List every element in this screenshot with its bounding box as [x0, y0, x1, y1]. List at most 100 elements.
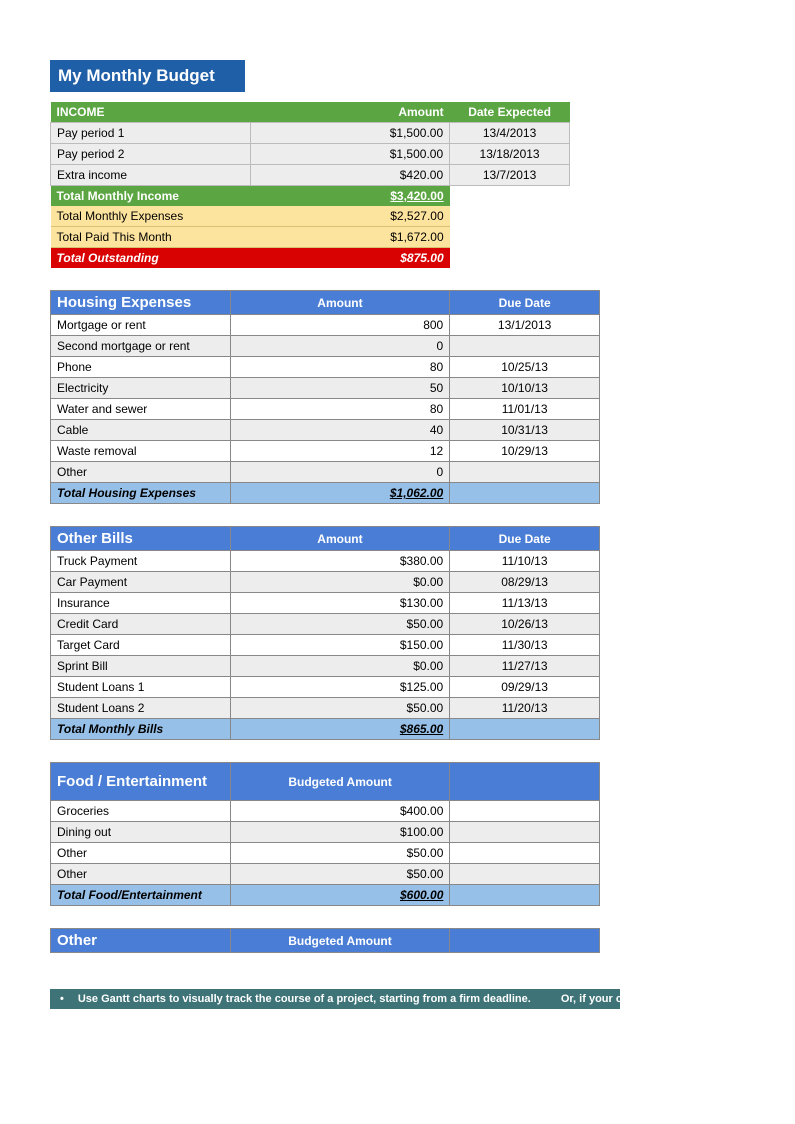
cell-amount: $1,672.00 — [250, 227, 450, 248]
cell-label: Target Card — [51, 635, 231, 656]
income-header-date: Date Expected — [450, 102, 570, 123]
table-row: Other0 — [51, 462, 600, 483]
cell-date: 13/4/2013 — [450, 123, 570, 144]
table-row: Waste removal1210/29/13 — [51, 441, 600, 462]
cell-label: Student Loans 1 — [51, 677, 231, 698]
income-row: Pay period 2 $1,500.00 13/18/2013 — [51, 144, 570, 165]
tip-left: •Use Gantt charts to visually track the … — [60, 993, 531, 1005]
cell-date: 11/13/13 — [450, 593, 600, 614]
cell-amount: $1,062.00 — [230, 483, 450, 504]
table-row: Truck Payment$380.0011/10/13 — [51, 551, 600, 572]
cell-date: 13/7/2013 — [450, 165, 570, 186]
cell-label: Pay period 2 — [51, 144, 251, 165]
cell-label: Dining out — [51, 822, 231, 843]
header-date: Due Date — [450, 527, 600, 551]
cell-label: Phone — [51, 357, 231, 378]
table-row: Cable4010/31/13 — [51, 420, 600, 441]
cell-amount: $0.00 — [230, 656, 450, 677]
cell-date — [450, 801, 600, 822]
table-row: Target Card$150.0011/30/13 — [51, 635, 600, 656]
cell-amount: $100.00 — [230, 822, 450, 843]
cell-amount: $50.00 — [230, 698, 450, 719]
cell-amount: $3,420.00 — [250, 186, 450, 207]
cell-date: 11/20/13 — [450, 698, 600, 719]
table-row: Groceries$400.00 — [51, 801, 600, 822]
header-date: Due Date — [450, 291, 600, 315]
table-row: Mortgage or rent80013/1/2013 — [51, 315, 600, 336]
cell-label: Water and sewer — [51, 399, 231, 420]
income-header-label: INCOME — [51, 102, 251, 123]
table-row: Insurance$130.0011/13/13 — [51, 593, 600, 614]
table-row: Phone8010/25/13 — [51, 357, 600, 378]
cell-amount: $150.00 — [230, 635, 450, 656]
section-title: Food / Entertainment — [51, 763, 231, 801]
income-table: INCOME Amount Date Expected Pay period 1… — [50, 102, 570, 268]
cell-label: Other — [51, 462, 231, 483]
outstanding-row: Total Outstanding $875.00 — [51, 248, 570, 269]
food-body: Groceries$400.00Dining out$100.00Other$5… — [51, 801, 600, 885]
cell-date: 13/1/2013 — [450, 315, 600, 336]
section-title: Other — [51, 929, 231, 953]
bills-total-row: Total Monthly Bills $865.00 — [51, 719, 600, 740]
housing-body: Mortgage or rent80013/1/2013Second mortg… — [51, 315, 600, 483]
cell-amount: 80 — [230, 357, 450, 378]
cell-date: 08/29/13 — [450, 572, 600, 593]
cell-date: 11/27/13 — [450, 656, 600, 677]
table-row: Second mortgage or rent0 — [51, 336, 600, 357]
cell-date: 09/29/13 — [450, 677, 600, 698]
cell-label: Total Outstanding — [51, 248, 251, 269]
cell-amount: $0.00 — [230, 572, 450, 593]
food-total-row: Total Food/Entertainment $600.00 — [51, 885, 600, 906]
cell-label: Credit Card — [51, 614, 231, 635]
cell-label: Mortgage or rent — [51, 315, 231, 336]
header-amount: Amount — [230, 291, 450, 315]
total-income-row: Total Monthly Income $3,420.00 — [51, 186, 570, 207]
cell-amount: $130.00 — [230, 593, 450, 614]
cell-label: Sprint Bill — [51, 656, 231, 677]
cell-amount: $600.00 — [230, 885, 450, 906]
cell-date: 10/25/13 — [450, 357, 600, 378]
cell-amount: $420.00 — [250, 165, 450, 186]
bills-table: Other Bills Amount Due Date Truck Paymen… — [50, 526, 600, 740]
table-row: Car Payment$0.0008/29/13 — [51, 572, 600, 593]
cell-label: Cable — [51, 420, 231, 441]
table-row: Student Loans 1$125.0009/29/13 — [51, 677, 600, 698]
housing-table: Housing Expenses Amount Due Date Mortgag… — [50, 290, 600, 504]
cell-label: Other — [51, 843, 231, 864]
page-title: My Monthly Budget — [50, 60, 245, 92]
tip-right: Or, if your company Admin can install S — [561, 993, 620, 1005]
total-expenses-row: Total Monthly Expenses $2,527.00 — [51, 206, 570, 227]
cell-amount: $50.00 — [230, 864, 450, 885]
cell-label: Insurance — [51, 593, 231, 614]
cell-label: Car Payment — [51, 572, 231, 593]
cell-label: Pay period 1 — [51, 123, 251, 144]
table-row: Sprint Bill$0.0011/27/13 — [51, 656, 600, 677]
food-table: Food / Entertainment Budgeted Amount Gro… — [50, 762, 600, 906]
income-row: Pay period 1 $1,500.00 13/4/2013 — [51, 123, 570, 144]
cell-label: Truck Payment — [51, 551, 231, 572]
cell-amount: $50.00 — [230, 614, 450, 635]
cell-amount: $50.00 — [230, 843, 450, 864]
cell-amount: $2,527.00 — [250, 206, 450, 227]
cell-date: 10/26/13 — [450, 614, 600, 635]
cell-amount: 800 — [230, 315, 450, 336]
cell-amount: 0 — [230, 462, 450, 483]
cell-amount: 40 — [230, 420, 450, 441]
header-amount: Budgeted Amount — [230, 763, 450, 801]
cell-date — [450, 843, 600, 864]
table-row: Student Loans 2$50.0011/20/13 — [51, 698, 600, 719]
cell-amount: 0 — [230, 336, 450, 357]
cell-amount: $1,500.00 — [250, 144, 450, 165]
bills-body: Truck Payment$380.0011/10/13Car Payment$… — [51, 551, 600, 719]
cell-date — [450, 822, 600, 843]
cell-label: Electricity — [51, 378, 231, 399]
cell-label: Second mortgage or rent — [51, 336, 231, 357]
table-row: Other$50.00 — [51, 843, 600, 864]
cell-label: Waste removal — [51, 441, 231, 462]
cell-amount: $875.00 — [250, 248, 450, 269]
cell-date: 11/30/13 — [450, 635, 600, 656]
housing-total-row: Total Housing Expenses $1,062.00 — [51, 483, 600, 504]
cell-amount: $125.00 — [230, 677, 450, 698]
cell-label: Total Housing Expenses — [51, 483, 231, 504]
cell-label: Total Monthly Expenses — [51, 206, 251, 227]
